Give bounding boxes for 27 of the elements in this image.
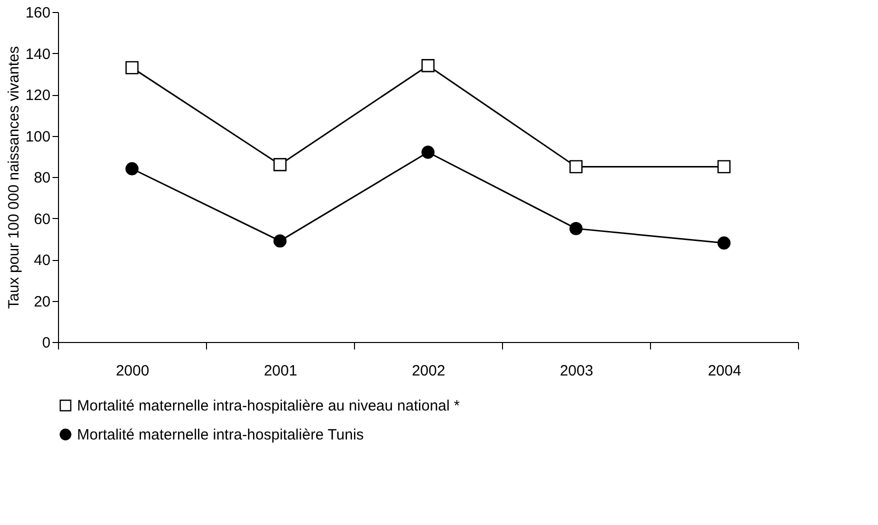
y-tick-label: 60 xyxy=(34,210,50,228)
point xyxy=(273,158,287,172)
y-tick-label: 20 xyxy=(34,293,50,310)
point xyxy=(717,160,731,174)
y-axis-title: Taux pour 100 000 naissances vivantes xyxy=(5,46,22,309)
y-tick-label: 120 xyxy=(25,87,50,104)
x-tick-label: 2001 xyxy=(264,362,298,380)
x-tick-label: 2004 xyxy=(708,362,742,380)
x-tick-label: 2003 xyxy=(560,362,594,380)
y-tick-label: 40 xyxy=(34,252,50,269)
point xyxy=(125,61,139,74)
point xyxy=(421,146,435,159)
legend-label: Mortalité maternelle intra-hospitalière au niveau national * xyxy=(77,398,460,414)
x-tick-label: 2002 xyxy=(412,362,446,380)
y-tick-label: 140 xyxy=(25,46,50,63)
point xyxy=(421,59,435,72)
legend-label: Mortalité maternelle intra-hospitalière Tunis xyxy=(77,426,364,444)
y-tick-label: 80 xyxy=(34,170,50,186)
y-tick-label: 100 xyxy=(25,128,50,146)
point xyxy=(717,236,731,250)
point xyxy=(125,162,139,176)
point xyxy=(273,234,287,248)
point xyxy=(569,160,583,174)
y-tick-label: 0 xyxy=(42,334,50,352)
y-tick-label: 160 xyxy=(25,4,50,22)
point xyxy=(569,222,583,236)
x-tick-label: 2000 xyxy=(116,362,150,380)
